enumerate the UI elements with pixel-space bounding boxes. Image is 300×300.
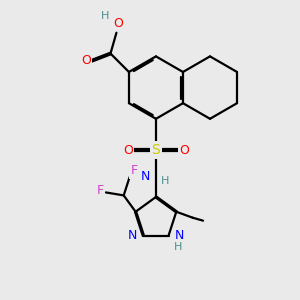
- Text: O: O: [123, 143, 133, 157]
- Text: O: O: [113, 17, 123, 30]
- Text: O: O: [81, 55, 91, 68]
- Text: N: N: [128, 229, 137, 242]
- Text: N: N: [141, 170, 151, 183]
- Text: N: N: [175, 229, 184, 242]
- Text: F: F: [130, 164, 138, 177]
- Text: F: F: [96, 184, 103, 197]
- Text: H: H: [161, 176, 169, 186]
- Text: H: H: [174, 242, 182, 252]
- Text: S: S: [152, 143, 160, 157]
- Text: O: O: [179, 143, 189, 157]
- Text: H: H: [101, 11, 109, 21]
